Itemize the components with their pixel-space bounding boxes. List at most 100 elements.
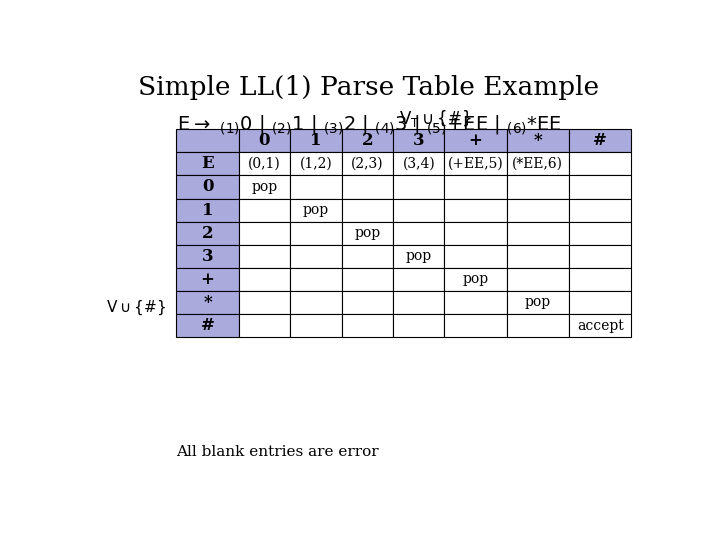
Text: *: * (534, 132, 542, 149)
Bar (444, 152, 507, 176)
Bar (569, 221, 631, 245)
Text: $\mathrm{V_T \cup \{{\#}\}}$: $\mathrm{V_T \cup \{{\#}\}}$ (399, 109, 472, 130)
Bar (290, 129, 341, 152)
Bar (341, 129, 393, 152)
Text: Simple LL(1) Parse Table Example: Simple LL(1) Parse Table Example (138, 75, 600, 100)
Bar (290, 245, 341, 268)
Text: 2: 2 (361, 132, 373, 149)
Bar (290, 199, 341, 221)
Text: (0,1): (0,1) (248, 157, 281, 171)
Bar (444, 176, 507, 199)
Text: +: + (201, 271, 215, 288)
Text: pop: pop (251, 180, 277, 194)
Bar (444, 245, 507, 268)
Bar (569, 314, 631, 337)
Bar (507, 129, 569, 152)
Bar (239, 199, 290, 221)
Bar (290, 221, 341, 245)
Text: #: # (201, 317, 215, 334)
Text: *: * (203, 294, 212, 311)
Bar (341, 199, 393, 221)
Text: (2,3): (2,3) (351, 157, 384, 171)
Text: (*EE,6): (*EE,6) (513, 157, 563, 171)
Bar (176, 199, 239, 221)
Bar (507, 314, 569, 337)
Bar (239, 268, 290, 291)
Bar (176, 268, 239, 291)
Bar (393, 221, 444, 245)
Text: pop: pop (462, 272, 489, 286)
Bar (341, 268, 393, 291)
Bar (507, 291, 569, 314)
Text: 0: 0 (258, 132, 270, 149)
Bar (341, 221, 393, 245)
Bar (239, 221, 290, 245)
Bar (507, 245, 569, 268)
Text: +: + (469, 132, 482, 149)
Bar (569, 152, 631, 176)
Bar (239, 176, 290, 199)
Bar (444, 199, 507, 221)
Bar (507, 199, 569, 221)
Text: pop: pop (303, 203, 329, 217)
Text: pop: pop (405, 249, 432, 264)
Text: pop: pop (354, 226, 380, 240)
Text: $\mathrm{V \cup \{{\#}\}}$: $\mathrm{V \cup \{{\#}\}}$ (107, 299, 166, 317)
Text: (+EE,5): (+EE,5) (448, 157, 503, 171)
Bar (444, 129, 507, 152)
Bar (176, 221, 239, 245)
Text: 0: 0 (202, 179, 213, 195)
Text: pop: pop (525, 295, 551, 309)
Bar (239, 129, 290, 152)
Bar (176, 152, 239, 176)
Bar (393, 176, 444, 199)
Bar (393, 291, 444, 314)
Text: accept: accept (577, 319, 624, 333)
Bar (239, 291, 290, 314)
Bar (290, 291, 341, 314)
Bar (341, 314, 393, 337)
Bar (393, 152, 444, 176)
Bar (239, 314, 290, 337)
Bar (393, 245, 444, 268)
Bar (290, 314, 341, 337)
Bar (444, 268, 507, 291)
Bar (507, 221, 569, 245)
Bar (393, 129, 444, 152)
Bar (569, 176, 631, 199)
Text: $\mathrm{E} \rightarrow\ {}_{(1)}0\ |\ {}_{(2)}1\ |\ {}_{(3)}2\ |\ {}_{(4)}3\ |\: $\mathrm{E} \rightarrow\ {}_{(1)}0\ |\ {… (176, 113, 562, 137)
Bar (239, 245, 290, 268)
Text: 1: 1 (202, 201, 213, 219)
Bar (290, 268, 341, 291)
Bar (341, 152, 393, 176)
Bar (176, 245, 239, 268)
Bar (341, 291, 393, 314)
Text: (1,2): (1,2) (300, 157, 332, 171)
Text: 3: 3 (413, 132, 425, 149)
Bar (176, 291, 239, 314)
Bar (393, 199, 444, 221)
Text: 1: 1 (310, 132, 322, 149)
Bar (341, 245, 393, 268)
Bar (239, 152, 290, 176)
Bar (507, 176, 569, 199)
Bar (176, 176, 239, 199)
Bar (290, 152, 341, 176)
Text: All blank entries are error: All blank entries are error (176, 446, 379, 460)
Bar (507, 152, 569, 176)
Text: 2: 2 (202, 225, 213, 242)
Text: E: E (202, 156, 214, 172)
Bar (569, 268, 631, 291)
Bar (569, 245, 631, 268)
Bar (176, 129, 239, 152)
Bar (507, 268, 569, 291)
Bar (444, 314, 507, 337)
Bar (569, 291, 631, 314)
Bar (569, 129, 631, 152)
Text: #: # (593, 132, 607, 149)
Bar (569, 199, 631, 221)
Text: (3,4): (3,4) (402, 157, 435, 171)
Bar (176, 314, 239, 337)
Bar (393, 268, 444, 291)
Bar (444, 291, 507, 314)
